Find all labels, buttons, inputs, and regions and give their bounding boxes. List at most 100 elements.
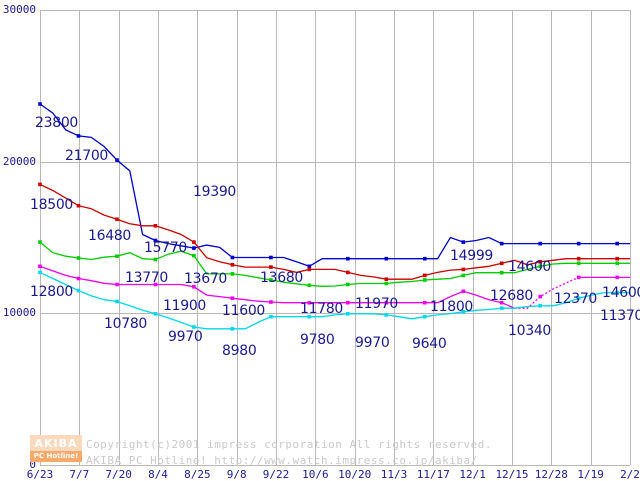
series-marker-cyan	[307, 314, 312, 319]
data-value-label: 10340	[508, 323, 552, 339]
series-marker-blue	[461, 240, 466, 244]
series-marker-green	[461, 273, 466, 278]
series-marker-blue	[499, 241, 504, 246]
series-line-green	[39, 241, 630, 287]
series-marker-cyan	[384, 313, 389, 317]
series-marker-magenta	[307, 300, 312, 305]
x-axis-tick-label: 2/2	[620, 468, 640, 481]
series-marker-blue	[423, 256, 427, 261]
data-value-label: 16480	[88, 228, 132, 244]
x-axis-tick-label: 7/20	[105, 468, 132, 481]
series-marker-cyan	[538, 303, 542, 308]
x-axis-tick-label: 1/19	[577, 468, 604, 481]
series-marker-blue	[115, 158, 119, 162]
series-marker-blue	[346, 256, 350, 261]
series-marker-magenta	[115, 282, 119, 287]
series-marker-magenta	[153, 282, 158, 287]
series-marker-green	[615, 261, 619, 266]
x-axis-tick-label: 12/15	[495, 468, 529, 481]
series-marker-red	[423, 273, 427, 278]
series-marker-blue	[230, 255, 235, 260]
series-marker-green	[192, 253, 196, 258]
data-value-label: 9970	[355, 335, 390, 351]
data-value-label: 18500	[30, 197, 74, 213]
y-axis-tick-label: 20000	[2, 154, 36, 168]
series-marker-green	[346, 282, 350, 287]
x-axis-tick-label: 9/22	[262, 468, 290, 481]
series-marker-red	[153, 224, 158, 228]
data-value-label: 12680	[490, 288, 534, 304]
series-marker-green	[230, 272, 235, 276]
series-marker-red	[615, 256, 619, 261]
series-marker-red	[499, 261, 504, 266]
series-marker-blue	[192, 246, 196, 250]
logo-bottom-text: PC Hotline!	[33, 452, 79, 460]
site-url-line: AKIBA PC Hotline! http://www.watch.impre…	[86, 454, 478, 467]
series-marker-green	[269, 278, 273, 282]
series-marker-magenta	[423, 300, 427, 305]
series-marker-cyan	[192, 325, 196, 329]
series-marker-magenta	[615, 275, 619, 280]
x-axis-tick-label: 6/23	[26, 468, 54, 481]
series-marker-green	[307, 283, 312, 288]
x-axis-tick-label: 10/20	[338, 468, 372, 481]
series-marker-magenta	[538, 294, 542, 299]
x-axis-tick-label: 8/25	[184, 468, 211, 481]
y-axis-tick-label: 0	[29, 458, 36, 471]
series-marker-magenta	[499, 300, 504, 305]
logo-top-text: AKIBA	[34, 436, 78, 450]
series-marker-green	[115, 254, 119, 258]
data-value-label: 13770	[125, 270, 169, 286]
series-marker-cyan	[615, 290, 619, 295]
series-marker-cyan	[576, 296, 581, 300]
series-line-magenta	[39, 265, 515, 309]
data-value-label: 11900	[163, 298, 207, 314]
x-axis-tick-label: 7/7	[69, 468, 90, 481]
series-marker-blue	[384, 256, 389, 261]
data-value-label: 11780	[300, 301, 344, 317]
series-marker-red	[269, 265, 273, 269]
series-marker-green	[153, 257, 158, 262]
data-value-label: 11970	[355, 296, 399, 312]
series-marker-blue	[38, 102, 42, 106]
x-axis-tick-label: 9/8	[226, 468, 247, 481]
series-marker-magenta	[76, 276, 81, 281]
data-value-label: 13670	[184, 271, 228, 287]
series-marker-magenta	[269, 300, 273, 304]
series-marker-green	[38, 240, 42, 244]
series-line-cyan	[39, 271, 630, 330]
data-value-label: 19390	[193, 184, 237, 200]
series-marker-green	[538, 264, 542, 269]
x-axis-tick-label: 11/17	[416, 468, 450, 481]
x-axis-tick-label: 12/1	[459, 468, 486, 481]
data-value-label: 21700	[65, 148, 109, 164]
x-axis-tick-label: 11/3	[380, 468, 408, 481]
series-marker-red	[38, 182, 42, 187]
series-marker-magenta	[461, 289, 466, 294]
data-value-label: 9640	[412, 336, 447, 352]
series-marker-red	[346, 270, 350, 275]
data-value-label: 11370	[600, 308, 640, 324]
series-marker-red	[307, 267, 312, 272]
series-marker-cyan	[38, 270, 42, 275]
y-axis-tick-label: 30000	[2, 3, 36, 16]
series-marker-red	[538, 260, 542, 264]
series-marker-cyan	[230, 327, 235, 331]
data-value-label: 12800	[30, 284, 74, 300]
series-marker-magenta	[576, 275, 581, 280]
series-marker-blue	[269, 255, 273, 260]
akiba-logo: AKIBA PC Hotline!	[30, 435, 82, 463]
data-value-label: 10780	[104, 316, 148, 332]
data-value-label: 13680	[260, 270, 304, 286]
series-marker-blue	[538, 241, 542, 246]
series-marker-red	[384, 277, 389, 281]
series-marker-magenta	[384, 300, 389, 305]
data-value-label: 14600	[602, 285, 640, 301]
data-value-label: 15770	[144, 240, 188, 256]
series-marker-cyan	[346, 312, 350, 316]
data-value-label: 12370	[554, 291, 598, 307]
series-marker-blue	[153, 238, 158, 243]
